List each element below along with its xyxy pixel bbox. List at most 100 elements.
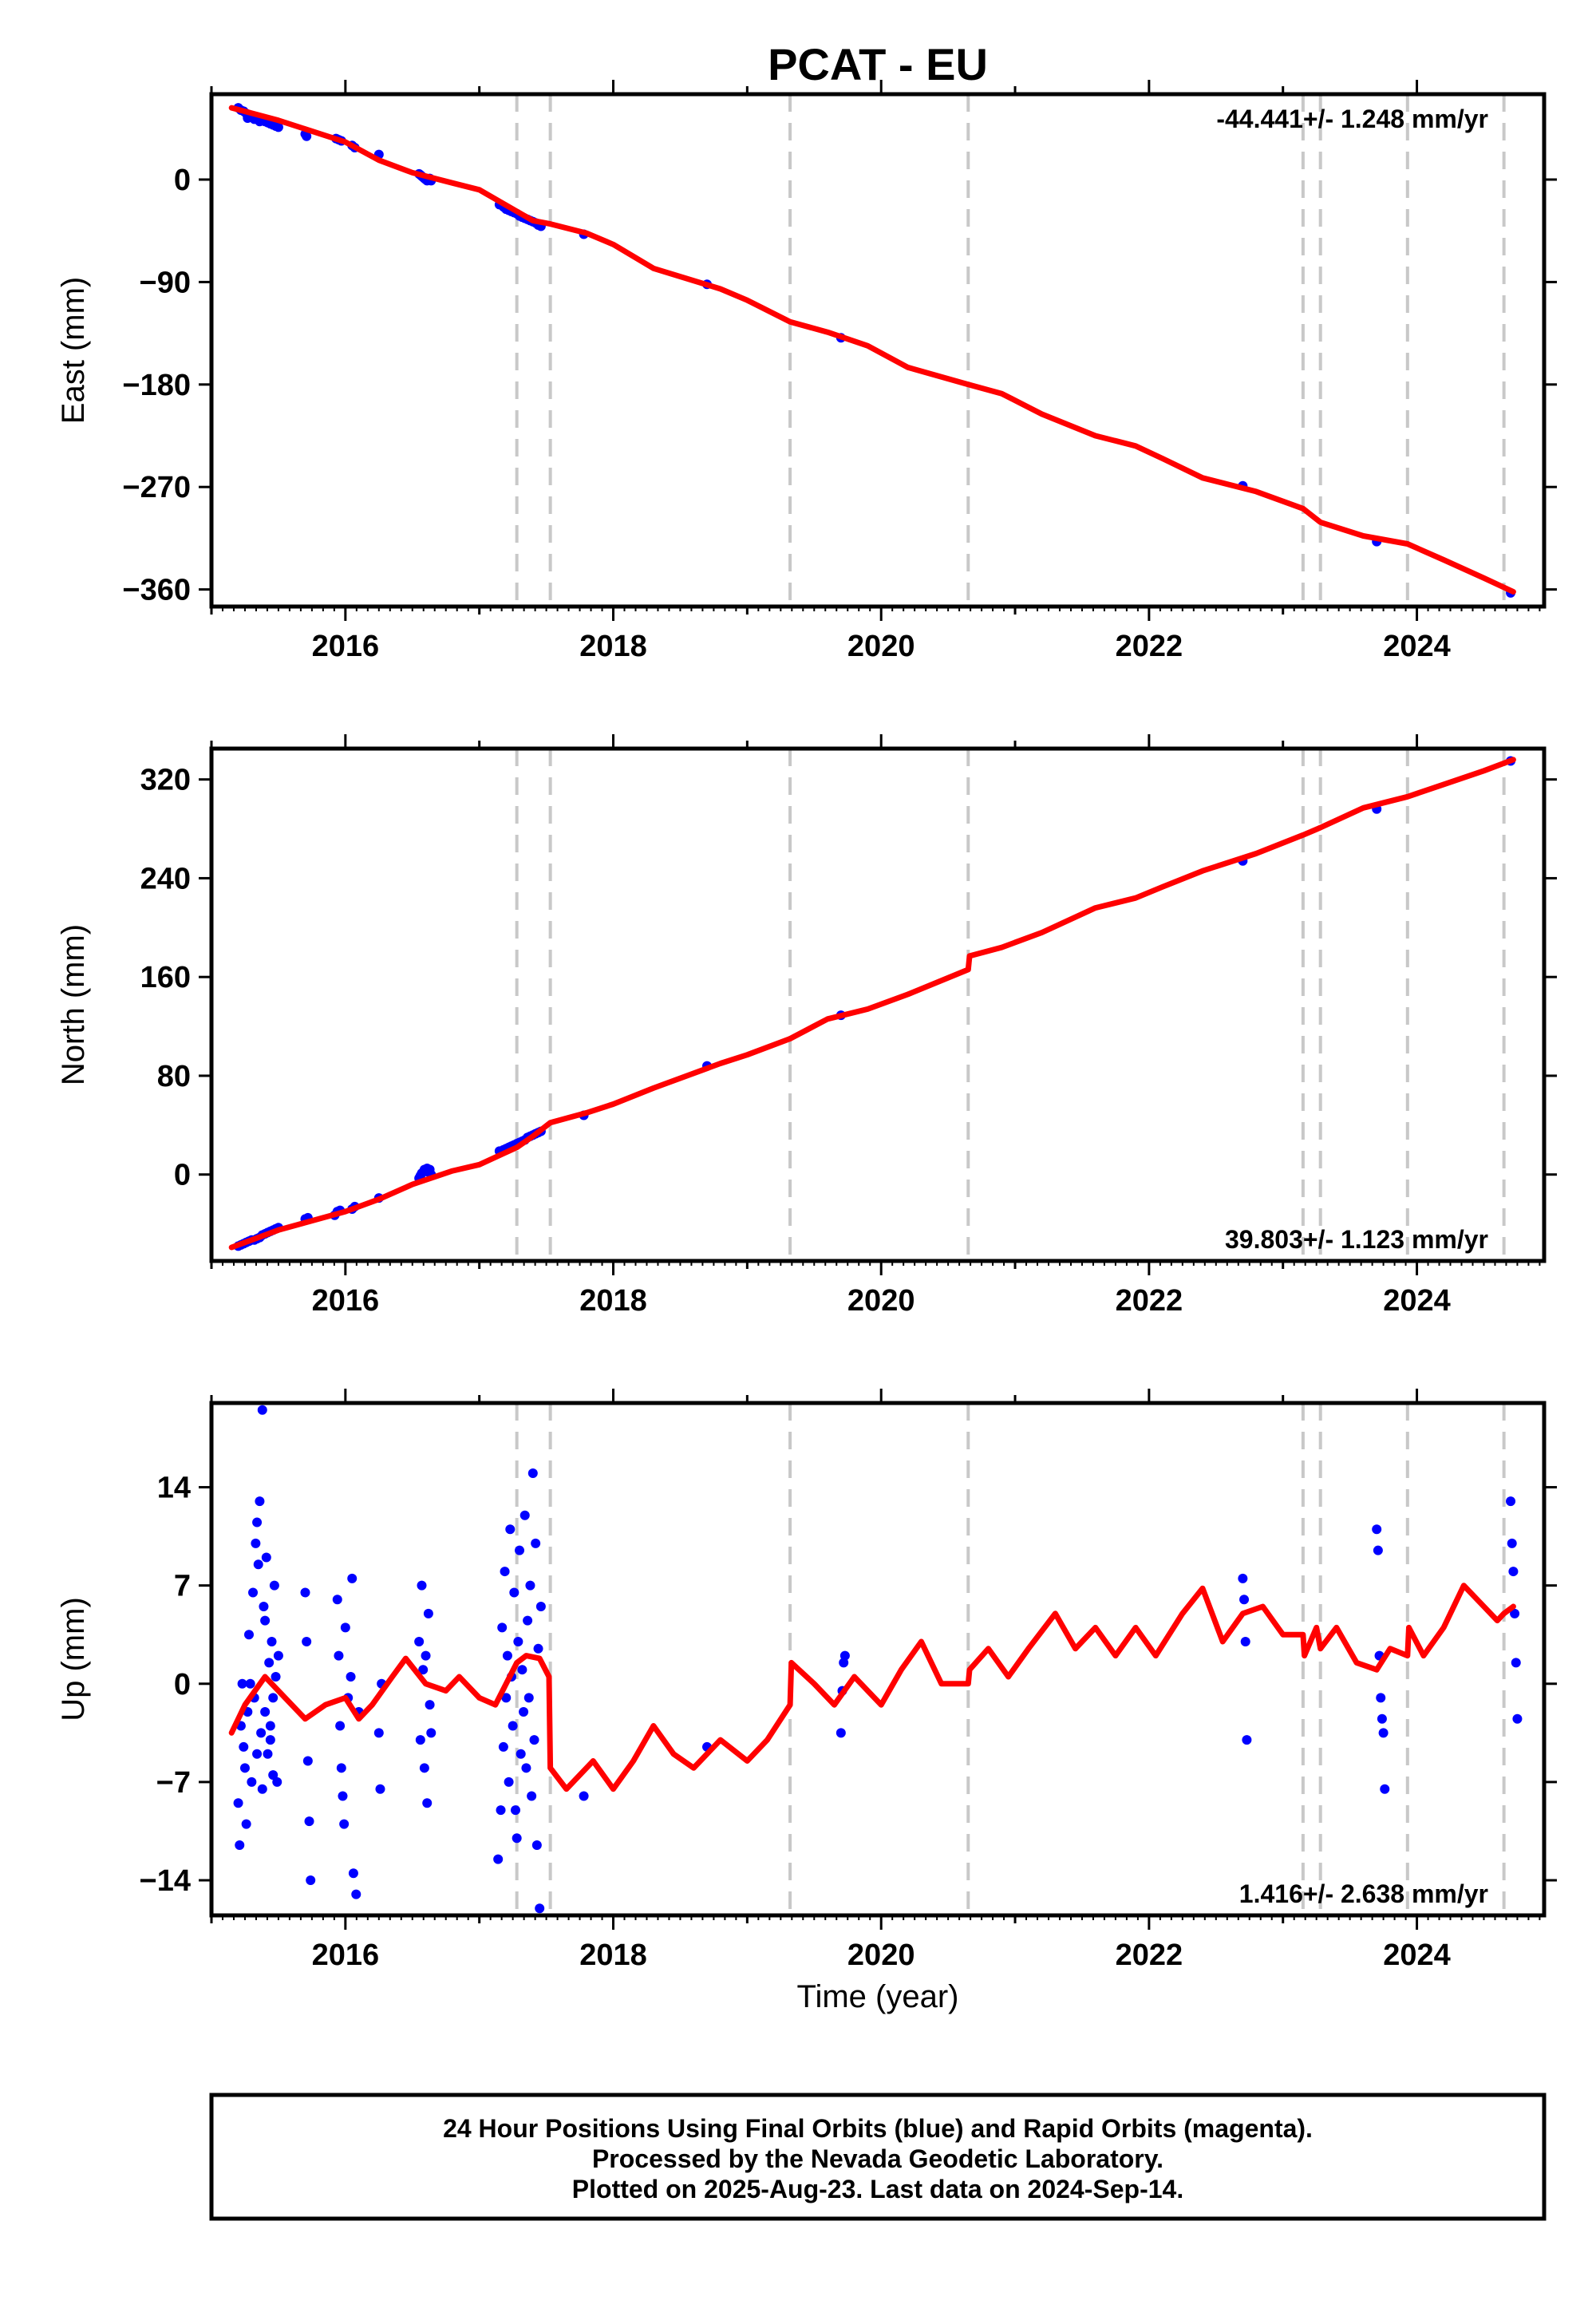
data-point [245, 1678, 255, 1689]
data-point [339, 1819, 350, 1829]
data-point [302, 131, 312, 141]
data-point [516, 1749, 526, 1759]
data-point [502, 1650, 512, 1661]
data-point [338, 1791, 348, 1801]
data-point [414, 1637, 425, 1647]
data-point [417, 1580, 427, 1591]
data-point [302, 1637, 312, 1647]
data-point [517, 1665, 527, 1675]
data-point [300, 1587, 310, 1598]
x-tick-label: 2020 [847, 630, 915, 663]
data-point [346, 1671, 356, 1682]
data-point [531, 1840, 542, 1851]
footer-line-1: 24 Hour Positions Using Final Orbits (bl… [443, 2114, 1313, 2143]
data-point [515, 1545, 525, 1555]
data-point [265, 1735, 275, 1745]
y-tick-label: −7 [156, 1766, 191, 1800]
x-tick-label: 2018 [579, 1284, 647, 1318]
data-point [521, 1763, 531, 1773]
model-curve [228, 105, 1516, 595]
data-point [373, 1728, 384, 1738]
data-point [579, 1791, 589, 1801]
data-point [1242, 1735, 1252, 1745]
x-tick-label: 2024 [1383, 1284, 1451, 1318]
data-point [268, 1770, 279, 1780]
data-point [251, 1538, 261, 1548]
data-point [347, 1573, 358, 1583]
y-tick-label: −270 [122, 471, 191, 504]
data-point [1512, 1713, 1523, 1724]
x-tick-label: 2018 [579, 630, 647, 663]
data-point [255, 1496, 265, 1507]
y-tick-label: 0 [174, 1668, 191, 1701]
y-tick-label: 80 [157, 1060, 191, 1093]
y-tick-label: −180 [122, 369, 191, 402]
x-axis-label: Time (year) [797, 1979, 959, 2014]
data-point [237, 1678, 247, 1689]
x-tick-label: 2020 [847, 1939, 915, 1972]
data-point [527, 1468, 538, 1478]
data-point [501, 1693, 512, 1703]
data-point [302, 1756, 313, 1766]
data-point [336, 1763, 346, 1773]
y-tick-label: −360 [122, 574, 191, 607]
data-point [255, 117, 265, 127]
y-tick-label: 240 [140, 862, 191, 895]
data-point [839, 1650, 850, 1661]
plot-frame [209, 746, 1547, 1263]
data-point [257, 1405, 267, 1415]
data-point [261, 1552, 271, 1563]
data-point [351, 1889, 361, 1899]
up-panel: 14 7 0 −7 −14 2016 2018 2020 2022 2024 Up (mm) 1.41… [56, 1389, 1557, 1972]
east-panel: 0 −90 −180 −270 −360 2016 2018 2020 2022 2024 East… [56, 80, 1557, 663]
data-point [426, 1728, 437, 1738]
data-point [415, 1735, 425, 1745]
data-point [272, 1777, 282, 1787]
x-tick-label: 2022 [1116, 1939, 1183, 1972]
data-point [496, 1805, 506, 1816]
data-point [523, 1615, 533, 1626]
data-point [421, 1650, 431, 1661]
data-point [1380, 1784, 1390, 1794]
data-point [1238, 1573, 1248, 1583]
data-point [1377, 1713, 1387, 1724]
footer-box: 24 Hour Positions Using Final Orbits (bl… [209, 2093, 1547, 2221]
data-point [509, 1587, 519, 1598]
data-point [304, 1816, 314, 1827]
x-tick-label: 2016 [312, 630, 380, 663]
data-point [239, 1763, 250, 1773]
data-point [267, 1637, 277, 1647]
y-tick-label: 7 [174, 1570, 191, 1603]
data-point [340, 1622, 350, 1633]
data-point [271, 1671, 281, 1682]
data-point [425, 1700, 435, 1710]
data-point [243, 1630, 254, 1640]
data-point [268, 1693, 279, 1703]
data-point [252, 1517, 263, 1528]
x-tick-label: 2020 [847, 1284, 915, 1318]
data-point [348, 1868, 358, 1879]
data-point [1506, 1496, 1516, 1507]
rate-label: 39.803+/- 1.123 mm/yr [1225, 1225, 1488, 1254]
data-point [1372, 1524, 1382, 1535]
x-tick-label: 2024 [1383, 1939, 1451, 1972]
y-tick-label: −90 [140, 266, 191, 299]
data-point [1378, 1728, 1389, 1738]
data-point [1373, 1545, 1383, 1555]
data-point [493, 1854, 504, 1864]
data-point [419, 1763, 429, 1773]
data-point [422, 1798, 433, 1808]
data-point [423, 1608, 433, 1618]
data-point [525, 1580, 535, 1591]
data-point [500, 1567, 510, 1577]
figure-title: PCAT - EU [768, 39, 988, 89]
model-curve [228, 1583, 1516, 1792]
data-point [235, 1840, 245, 1851]
data-point [1510, 1608, 1520, 1618]
data-point [512, 1833, 522, 1844]
footer-line-2: Processed by the Nevada Geodetic Laborat… [592, 2144, 1163, 2173]
data-point [519, 1706, 529, 1717]
data-point [259, 1602, 269, 1612]
data-point [505, 1524, 516, 1535]
